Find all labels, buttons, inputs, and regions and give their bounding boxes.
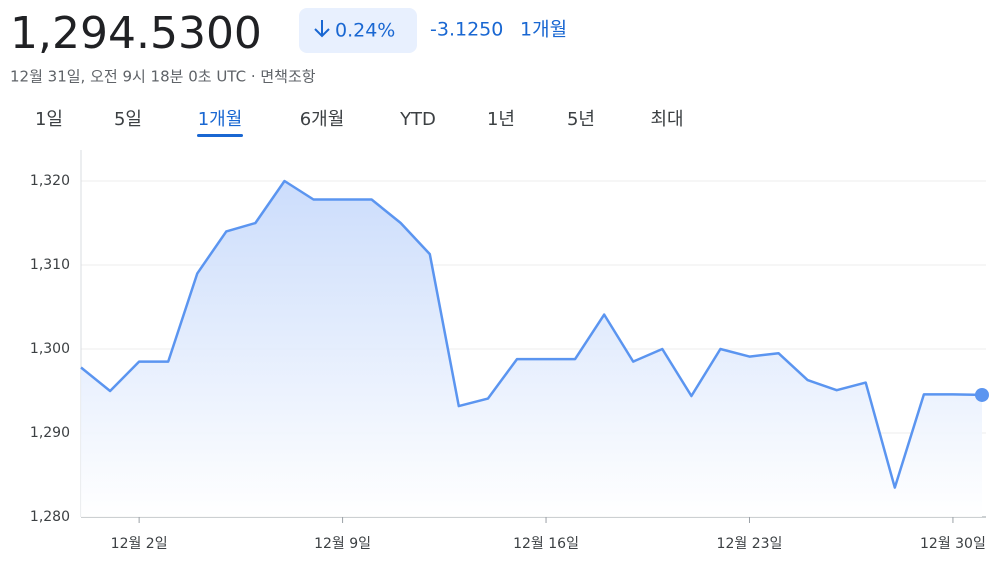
tab[interactable]: 5일 <box>114 109 142 130</box>
timestamp: 12월 31일, 오전 9시 18분 0초 UTC · 면책조항 <box>10 68 316 86</box>
tab[interactable]: 1일 <box>35 109 63 130</box>
down-arrow <box>314 20 330 38</box>
y-tick-label: 1,290 <box>30 425 70 441</box>
price: 1,294.5300 <box>10 8 262 59</box>
period: 1개월 <box>520 19 567 41</box>
last-point <box>975 387 989 402</box>
area <box>81 181 982 517</box>
y-tick-label: 1,280 <box>30 509 70 525</box>
x-tick-label: 12월 2일 <box>111 536 168 552</box>
y-tick-label: 1,300 <box>30 341 70 357</box>
x-tick-label: 12월 16일 <box>513 536 579 552</box>
x-tick-label: 12월 9일 <box>314 536 371 552</box>
tab[interactable]: 5년 <box>567 109 595 130</box>
line <box>80 179 983 489</box>
tab[interactable]: 1년 <box>487 109 515 130</box>
tab[interactable]: 1개월 <box>198 109 243 130</box>
tab[interactable]: YTD <box>399 109 436 130</box>
y-tick-label: 1,310 <box>30 257 70 273</box>
tab[interactable]: 최대 <box>650 109 683 130</box>
change-badge <box>299 8 417 53</box>
x-tick-label: 12월 30일 <box>920 536 986 552</box>
tab[interactable]: 6개월 <box>300 109 345 130</box>
change: -3.1250 <box>430 19 503 41</box>
y-tick-label: 1,320 <box>30 173 70 189</box>
x-tick-label: 12월 23일 <box>717 536 783 552</box>
change-percent: 0.24% <box>335 20 395 42</box>
tab-underline <box>197 134 243 137</box>
